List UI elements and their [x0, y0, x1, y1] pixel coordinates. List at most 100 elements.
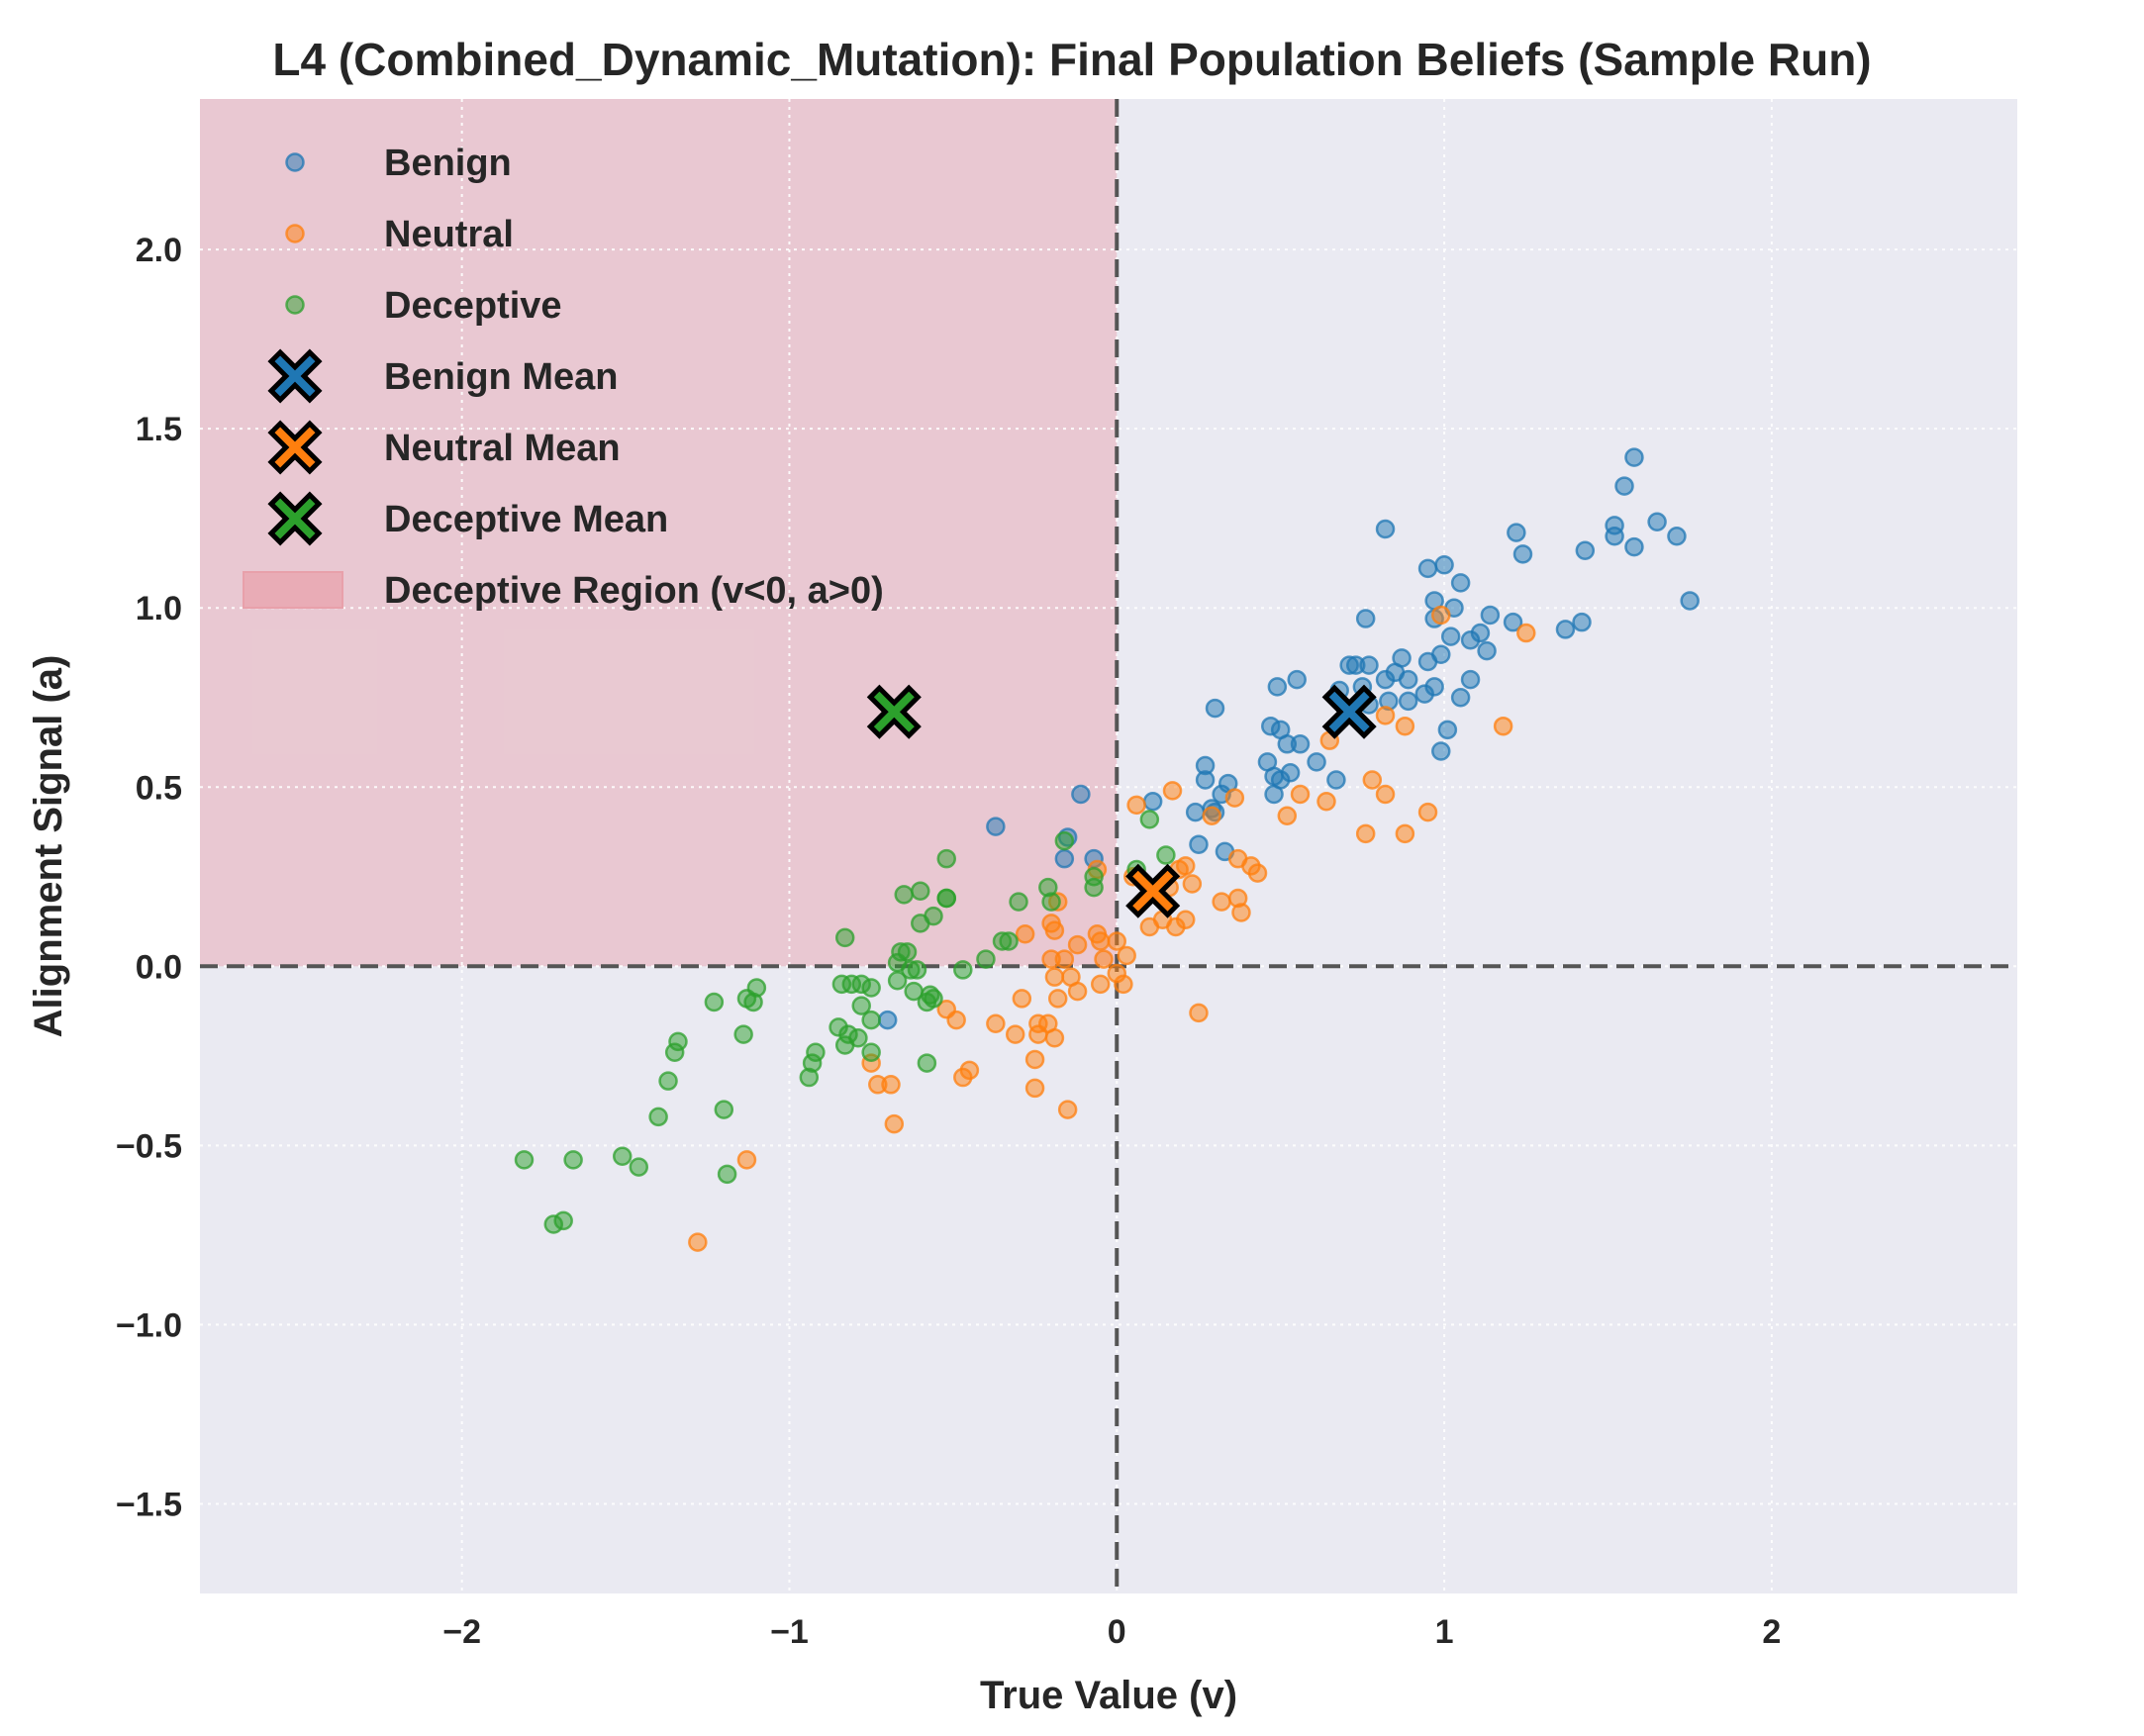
y-tick-label: −1.5	[116, 1486, 182, 1523]
point-benign	[1375, 519, 1396, 539]
legend-label-benign-mean: Benign Mean	[384, 356, 618, 398]
point-neutral	[1117, 945, 1136, 966]
point-benign	[1359, 655, 1379, 675]
point-deceptive	[563, 1150, 583, 1170]
point-benign	[1189, 834, 1209, 854]
point-benign	[1450, 573, 1471, 593]
y-tick-label: 0.0	[136, 948, 182, 986]
benign-mean-marker	[1321, 684, 1377, 739]
point-neutral	[1395, 716, 1415, 736]
point-deceptive	[1054, 830, 1075, 851]
point-neutral	[1139, 916, 1160, 937]
legend-label-neutral: Neutral	[384, 214, 514, 255]
point-deceptive	[1139, 810, 1160, 829]
point-benign	[1460, 669, 1481, 690]
point-deceptive	[917, 992, 937, 1013]
x-tick-label: −2	[442, 1613, 481, 1651]
point-deceptive	[976, 949, 996, 969]
point-neutral	[1015, 923, 1035, 944]
point-benign	[1480, 605, 1501, 626]
point-neutral	[1290, 784, 1311, 805]
grid-lines	[200, 99, 2017, 1593]
point-deceptive	[953, 960, 973, 980]
point-neutral	[1005, 1024, 1025, 1044]
point-neutral	[953, 1067, 973, 1088]
point-neutral	[1028, 1013, 1048, 1033]
point-deceptive	[831, 974, 852, 995]
point-benign	[1355, 609, 1376, 628]
point-benign	[1398, 691, 1418, 712]
point-neutral	[1126, 795, 1146, 816]
x-tick-label: 2	[1762, 1613, 1781, 1651]
x-tick-labels: −2 −1 0 1 2	[442, 1613, 1781, 1651]
point-benign	[1071, 784, 1091, 805]
x-tick-label: −1	[770, 1613, 809, 1651]
point-neutral	[1024, 1078, 1045, 1099]
point-benign	[1424, 677, 1444, 697]
point-neutral	[986, 1013, 1006, 1033]
point-deceptive	[648, 1107, 668, 1127]
point-benign	[1290, 734, 1311, 754]
point-neutral	[736, 1150, 757, 1170]
point-deceptive	[911, 881, 930, 902]
point-benign	[1185, 802, 1206, 822]
point-benign	[1264, 784, 1284, 805]
point-deceptive	[629, 1157, 649, 1177]
point-benign	[1450, 687, 1471, 708]
y-tick-label: 2.0	[136, 232, 182, 269]
point-neutral	[1090, 974, 1111, 995]
point-neutral	[1202, 806, 1221, 825]
deceptive-mean-marker	[866, 684, 922, 739]
point-deceptive	[894, 885, 914, 905]
point-deceptive	[907, 960, 927, 980]
point-benign	[1555, 620, 1576, 639]
point-deceptive	[543, 1214, 564, 1234]
point-neutral	[1166, 916, 1186, 937]
point-benign	[1398, 669, 1418, 690]
point-neutral	[1277, 806, 1298, 825]
point-deceptive	[733, 1024, 753, 1044]
point-benign	[1575, 540, 1596, 561]
point-neutral	[1044, 967, 1065, 987]
point-benign	[1307, 752, 1326, 772]
point-deceptive	[799, 1067, 820, 1088]
neutral-mean-marker	[1125, 863, 1181, 918]
point-deceptive	[917, 1053, 937, 1073]
point-neutral	[1212, 892, 1231, 912]
point-deceptive	[717, 1164, 737, 1185]
legend: Benign Neutral Deceptive Benign Mean Neutral…	[243, 143, 884, 612]
legend-swatch-neutral-mean	[267, 420, 323, 475]
point-neutral	[688, 1232, 708, 1252]
point-benign	[1054, 848, 1075, 869]
point-neutral	[1224, 788, 1245, 808]
legend-label-neutral-mean: Neutral Mean	[384, 428, 621, 469]
point-neutral	[884, 1113, 905, 1134]
point-neutral	[1316, 791, 1336, 812]
point-benign	[1326, 770, 1346, 790]
y-tick-label: −1.0	[116, 1306, 182, 1344]
plot-background	[200, 99, 2017, 1593]
point-benign	[1624, 447, 1644, 467]
point-neutral	[1431, 605, 1451, 626]
point-benign	[1440, 627, 1461, 646]
point-benign	[1503, 612, 1523, 632]
point-deceptive	[861, 1042, 881, 1062]
point-deceptive	[936, 848, 956, 869]
point-deceptive	[861, 978, 881, 998]
y-tick-labels: −1.5 −1.0 −0.5 0.0 0.5 1.0 1.5 2.0	[116, 232, 182, 1523]
point-benign	[1572, 612, 1592, 632]
x-axis-label: True Value (v)	[980, 1674, 1237, 1717]
point-benign	[1205, 698, 1225, 719]
point-neutral	[1057, 1100, 1078, 1119]
point-neutral	[1044, 1027, 1065, 1048]
point-benign	[1195, 770, 1216, 790]
point-neutral	[1375, 706, 1396, 725]
point-benign	[1680, 591, 1700, 611]
point-benign	[1647, 512, 1667, 532]
legend-swatch-deceptive	[285, 295, 305, 315]
point-neutral	[1107, 931, 1127, 951]
point-deceptive	[936, 888, 956, 909]
point-neutral	[1189, 1003, 1209, 1023]
point-benign	[1477, 640, 1497, 661]
